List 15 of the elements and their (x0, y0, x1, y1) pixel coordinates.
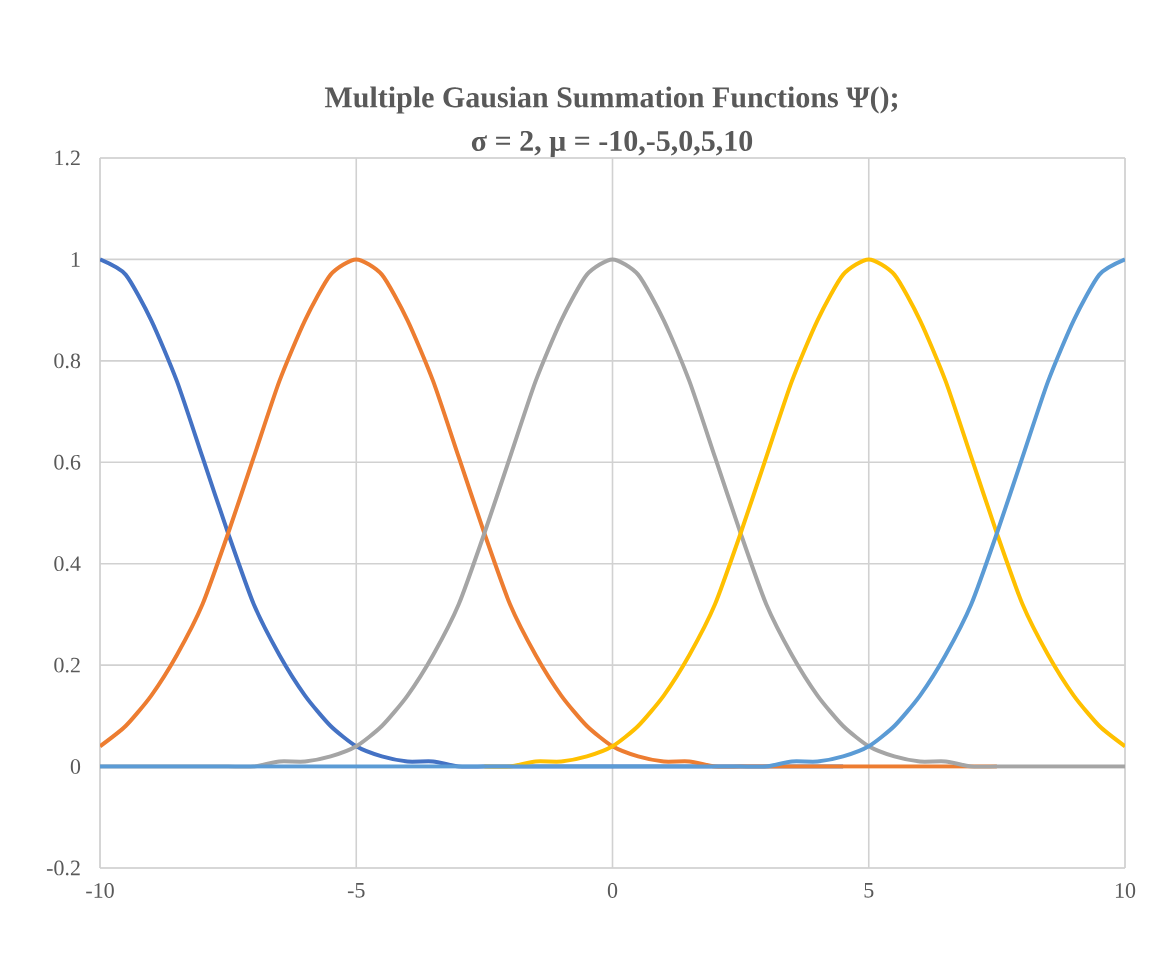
y-tick-label: -0.2 (46, 860, 80, 876)
y-tick-label: 0.2 (54, 657, 80, 673)
y-tick-label: 1.2 (55, 150, 80, 166)
chart-subtitle: σ = 2, μ = -10,-5,0,5,10 (471, 130, 753, 158)
x-tick-label: 10 (1115, 883, 1136, 898)
x-tick-label: 0 (607, 883, 618, 898)
y-tick-label: 0 (70, 759, 81, 774)
chart-title: Multiple Gausian Summation Functions Ψ(); (324, 86, 898, 114)
y-tick-label: 1 (71, 252, 80, 267)
x-tick-label: 5 (864, 883, 874, 898)
x-tick-label: -5 (347, 883, 365, 898)
y-tick-label: 0.4 (54, 556, 81, 572)
x-tick-label: -10 (86, 883, 114, 898)
y-tick-label: 0.6 (54, 454, 81, 470)
y-tick-label: 0.8 (54, 353, 81, 369)
